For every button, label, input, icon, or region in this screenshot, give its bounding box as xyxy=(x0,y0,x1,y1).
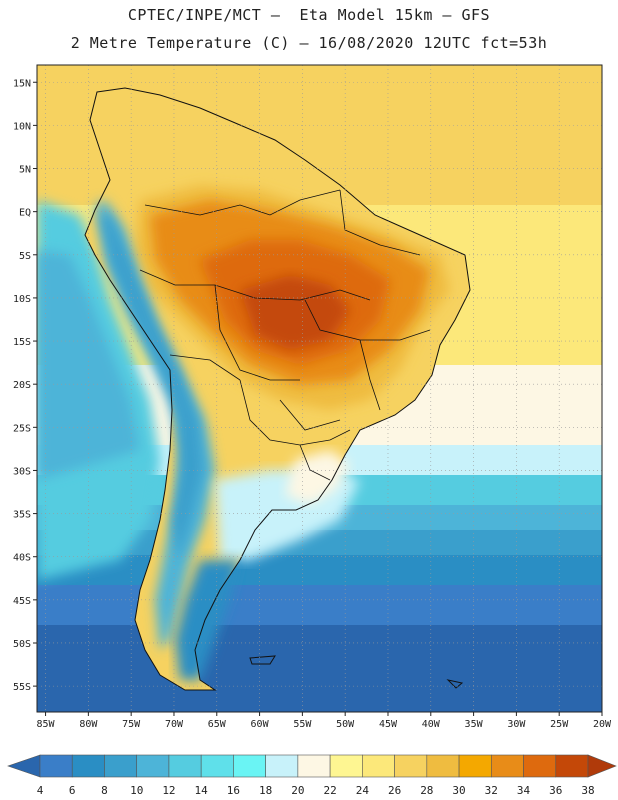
colorbar-swatch xyxy=(104,754,138,778)
colorbar-label: 12 xyxy=(162,784,175,797)
lon-label: 25W xyxy=(550,719,569,730)
lat-label: 30S xyxy=(13,466,31,477)
colorbar-label: 26 xyxy=(388,784,401,797)
country-borders xyxy=(139,189,431,481)
colorbar-label: 10 xyxy=(130,784,143,797)
colorbar-swatch xyxy=(233,754,266,778)
colorbar-swatch xyxy=(39,754,73,778)
colorbar-swatch xyxy=(136,754,170,778)
lat-label: 5S xyxy=(19,251,31,262)
lon-label: 35W xyxy=(465,719,484,730)
coastline xyxy=(84,87,471,691)
lat-label: 50S xyxy=(13,639,31,650)
colorbar-label: 30 xyxy=(452,784,465,797)
lat-label: 5N xyxy=(19,165,31,176)
colorbar-swatch xyxy=(426,754,460,778)
colorbar-swatch xyxy=(168,754,202,778)
lat-label: 10N xyxy=(13,121,31,132)
lon-label: 30W xyxy=(507,719,526,730)
lon-label: 55W xyxy=(293,719,312,730)
colorbar-swatch xyxy=(362,754,395,778)
colorbar-swatch xyxy=(458,754,492,778)
lat-label: 20S xyxy=(13,380,31,391)
colorbar-swatch xyxy=(329,754,363,778)
chart-title: CPTEC/INPE/MCT – Eta Model 15km – GFS xyxy=(127,6,491,24)
lat-label: 45S xyxy=(13,596,31,607)
lat-label: 15N xyxy=(13,78,31,89)
colorbar-label: 22 xyxy=(323,784,336,797)
lat-label: 25S xyxy=(13,423,31,434)
colorbar-label: 8 xyxy=(101,784,108,797)
colorbar-swatch xyxy=(297,754,331,778)
colorbar-label: 14 xyxy=(195,784,209,797)
colorbar-label: 24 xyxy=(356,784,370,797)
axis-labels: 15N 10N 5N EQ 5S 10S 15S 20S 25S 30S 35S 40S 45S 50S 5… xyxy=(13,78,612,730)
lat-label: 10S xyxy=(13,294,31,305)
colorbar-label: 28 xyxy=(420,784,433,797)
lon-label: 40W xyxy=(422,719,441,730)
colorbar-swatch xyxy=(71,754,105,778)
colorbar-swatch xyxy=(555,754,589,778)
colorbar-label: 6 xyxy=(69,784,76,797)
lon-label: 45W xyxy=(379,719,398,730)
colorbar: 4 6 8 10 12 14 16 18 20 22 24 26 28 30 32 34 36 38 xyxy=(7,754,617,797)
lon-label: 20W xyxy=(593,719,612,730)
lat-label: EQ xyxy=(19,208,31,219)
lon-label: 70W xyxy=(165,719,184,730)
lon-label: 60W xyxy=(251,719,270,730)
lon-label: 75W xyxy=(122,719,141,730)
colorbar-swatch xyxy=(394,754,428,778)
colorbar-label: 32 xyxy=(485,784,498,797)
lat-label: 35S xyxy=(13,510,31,521)
colorbar-label: 20 xyxy=(291,784,304,797)
colorbar-swatch xyxy=(200,754,234,778)
colorbar-over-arrow xyxy=(587,754,617,778)
chart-subtitle: 2 Metre Temperature (C) – 16/08/2020 12U… xyxy=(70,34,548,52)
colorbar-label: 4 xyxy=(37,784,44,797)
lat-label: 40S xyxy=(13,553,31,564)
lon-label: 50W xyxy=(336,719,355,730)
lat-label: 15S xyxy=(13,337,31,348)
colorbar-swatch xyxy=(523,754,557,778)
colorbar-label: 34 xyxy=(517,784,531,797)
colorbar-swatch xyxy=(490,754,524,778)
lon-label: 85W xyxy=(37,719,56,730)
colorbar-under-arrow xyxy=(7,754,41,778)
temperature-field xyxy=(37,65,602,712)
colorbar-swatch xyxy=(265,754,299,778)
lat-label: 55S xyxy=(13,682,31,693)
colorbar-label: 36 xyxy=(549,784,562,797)
map-frame xyxy=(36,64,603,713)
lon-label: 65W xyxy=(208,719,227,730)
colorbar-label: 18 xyxy=(259,784,272,797)
colorbar-label: 38 xyxy=(581,784,594,797)
colorbar-label: 16 xyxy=(227,784,240,797)
lon-label: 80W xyxy=(79,719,98,730)
